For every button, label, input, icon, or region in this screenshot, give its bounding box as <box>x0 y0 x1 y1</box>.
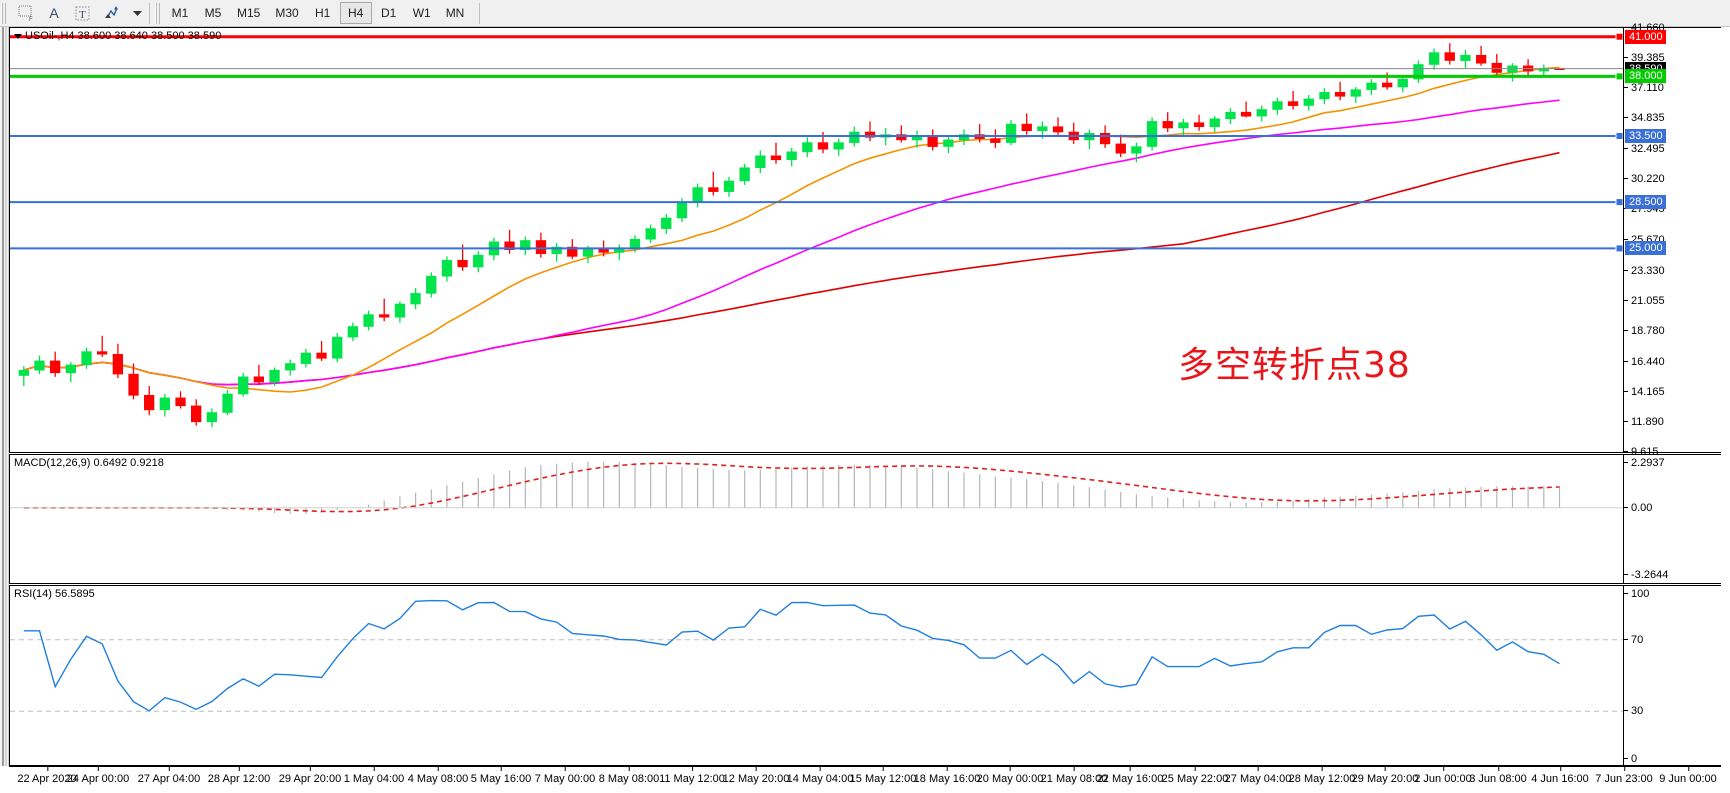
timeframe-grip[interactable] <box>155 2 162 24</box>
rsi-tick: 0 <box>1624 753 1637 765</box>
toolbar-divider-2 <box>479 2 481 24</box>
chart-area: USOil-,H4 38.600 38.640 38.500 38.590 41… <box>0 22 1730 793</box>
time-label: 22 Apr 2020 <box>17 766 77 785</box>
price-level-tag-25-000[interactable]: 25.000 <box>1625 241 1666 256</box>
time-label: 29 Apr 20:00 <box>278 766 342 785</box>
price-tick: 14.165 <box>1624 386 1665 398</box>
time-label: 28 Apr 12:00 <box>207 766 271 785</box>
time-label: 1 May 04:00 <box>343 766 405 785</box>
time-label: 11 May 12:00 <box>659 766 725 785</box>
time-label: 7 May 00:00 <box>534 766 596 785</box>
macd-pane[interactable]: MACD(12,26,9) 0.6492 0.9218 2.2937 0.00 -3… <box>9 454 1721 584</box>
price-level-tag-33-500[interactable]: 33.500 <box>1625 128 1666 143</box>
time-label: 27 Apr 04:00 <box>137 766 201 785</box>
objects-icon[interactable] <box>98 2 130 25</box>
svg-text:T: T <box>79 9 86 21</box>
time-label: 8 May 08:00 <box>598 766 660 785</box>
time-label: 22 May 16:00 <box>1096 766 1164 785</box>
time-label: 27 May 04:00 <box>1224 766 1292 785</box>
toolbar: F A T <box>0 0 1730 27</box>
price-tick: 39.385 <box>1624 52 1665 64</box>
rsi-pane[interactable]: RSI(14) 56.5895 100 70 30 0 <box>9 585 1721 766</box>
vertical-scrollbar[interactable] <box>0 27 9 766</box>
timeframe-m5[interactable]: M5 <box>204 6 222 20</box>
svg-text:F: F <box>29 17 33 22</box>
price-tick: 18.780 <box>1624 325 1665 337</box>
dropdown-arrow-icon[interactable] <box>130 2 145 25</box>
timeframe-mn[interactable]: MN <box>445 6 465 20</box>
time-label: 3 Jun 08:00 <box>1469 766 1527 785</box>
time-label: 18 May 16:00 <box>913 766 981 785</box>
timeframe-m1[interactable]: M1 <box>171 6 189 20</box>
time-axis[interactable]: 22 Apr 2020 24 Apr 00:00 27 Apr 04:00 28 Ap… <box>9 766 1721 793</box>
price-tick: 21.055 <box>1624 295 1665 307</box>
price-scale[interactable]: 41.660 39.385 37.110 34.835 32.495 30.220 27.9… <box>1623 22 1721 458</box>
timeframe-buttons: M1 M5 M15 M30 H1 H4 D1 W1 MN <box>164 2 471 24</box>
price-tick: 11.890 <box>1624 416 1664 428</box>
time-label: 14 May 04:00 <box>786 766 854 785</box>
rsi-chart-canvas <box>10 599 1624 712</box>
price-tick: 34.835 <box>1624 112 1665 124</box>
time-label: 29 May 20:00 <box>1351 766 1419 785</box>
time-label: 12 May 20:00 <box>722 766 790 785</box>
time-label: 28 May 12:00 <box>1288 766 1356 785</box>
time-label: 4 May 08:00 <box>407 766 469 785</box>
price-tick: 37.110 <box>1624 82 1664 94</box>
price-chart-canvas <box>10 32 1624 428</box>
time-label: 25 May 22:00 <box>1161 766 1229 785</box>
macd-tick: 0.00 <box>1624 502 1652 514</box>
text-label-icon[interactable]: A <box>49 5 59 21</box>
price-tick: 30.220 <box>1624 173 1665 185</box>
price-level-tag-38-000[interactable]: 38.000 <box>1625 69 1666 84</box>
time-label: 21 May 08:00 <box>1040 766 1108 785</box>
time-label: 24 Apr 00:00 <box>66 766 130 785</box>
timeframe-h4[interactable]: H4 <box>339 2 372 24</box>
text-box-icon[interactable]: T <box>66 2 98 25</box>
rsi-tick: 30 <box>1624 705 1643 717</box>
toolbar-grip[interactable] <box>1 2 8 24</box>
time-label: 5 May 16:00 <box>470 766 532 785</box>
crosshair-icon[interactable]: F <box>10 2 42 25</box>
price-level-tag-41-000[interactable]: 41.000 <box>1625 29 1666 44</box>
chart-annotation-text[interactable]: 多空转折点38 <box>1178 345 1411 386</box>
time-label: 2 Jun 00:00 <box>1414 766 1472 785</box>
timeframe-m30[interactable]: M30 <box>275 6 299 20</box>
macd-scale: 2.2937 0.00 -3.2644 <box>1623 455 1721 583</box>
macd-chart-canvas <box>10 461 1624 515</box>
macd-pane-label: MACD(12,26,9) 0.6492 0.9218 <box>14 457 164 469</box>
price-level-tag-28-500[interactable]: 28.500 <box>1625 195 1666 210</box>
time-label: 9 Jun 00:00 <box>1659 766 1717 785</box>
price-tick: 32.495 <box>1624 143 1665 155</box>
rsi-tick: 70 <box>1624 634 1643 646</box>
toolbar-divider <box>149 2 150 24</box>
timeframe-h1[interactable]: H1 <box>315 6 331 20</box>
rsi-pane-label: RSI(14) 56.5895 <box>14 588 95 600</box>
time-label: 4 Jun 16:00 <box>1531 766 1589 785</box>
time-label: 20 May 00:00 <box>976 766 1044 785</box>
price-tick: 23.330 <box>1624 265 1665 277</box>
rsi-tick: 100 <box>1624 588 1649 600</box>
macd-tick: -3.2644 <box>1624 569 1668 581</box>
price-pane-label: USOil-,H4 38.600 38.640 38.500 38.590 <box>14 30 221 42</box>
timeframe-w1[interactable]: W1 <box>412 6 431 20</box>
time-label: 7 Jun 23:00 <box>1595 766 1653 785</box>
macd-tick: 2.2937 <box>1624 457 1665 469</box>
price-pane[interactable]: USOil-,H4 38.600 38.640 38.500 38.590 41… <box>9 22 1721 458</box>
timeframe-m15[interactable]: M15 <box>237 6 261 20</box>
timeframe-d1[interactable]: D1 <box>381 6 397 20</box>
time-label: 15 May 12:00 <box>849 766 917 785</box>
rsi-scale: 100 70 30 0 <box>1623 586 1721 765</box>
pane-collapse-icon[interactable] <box>14 33 22 39</box>
price-tick: 16.440 <box>1624 356 1665 368</box>
